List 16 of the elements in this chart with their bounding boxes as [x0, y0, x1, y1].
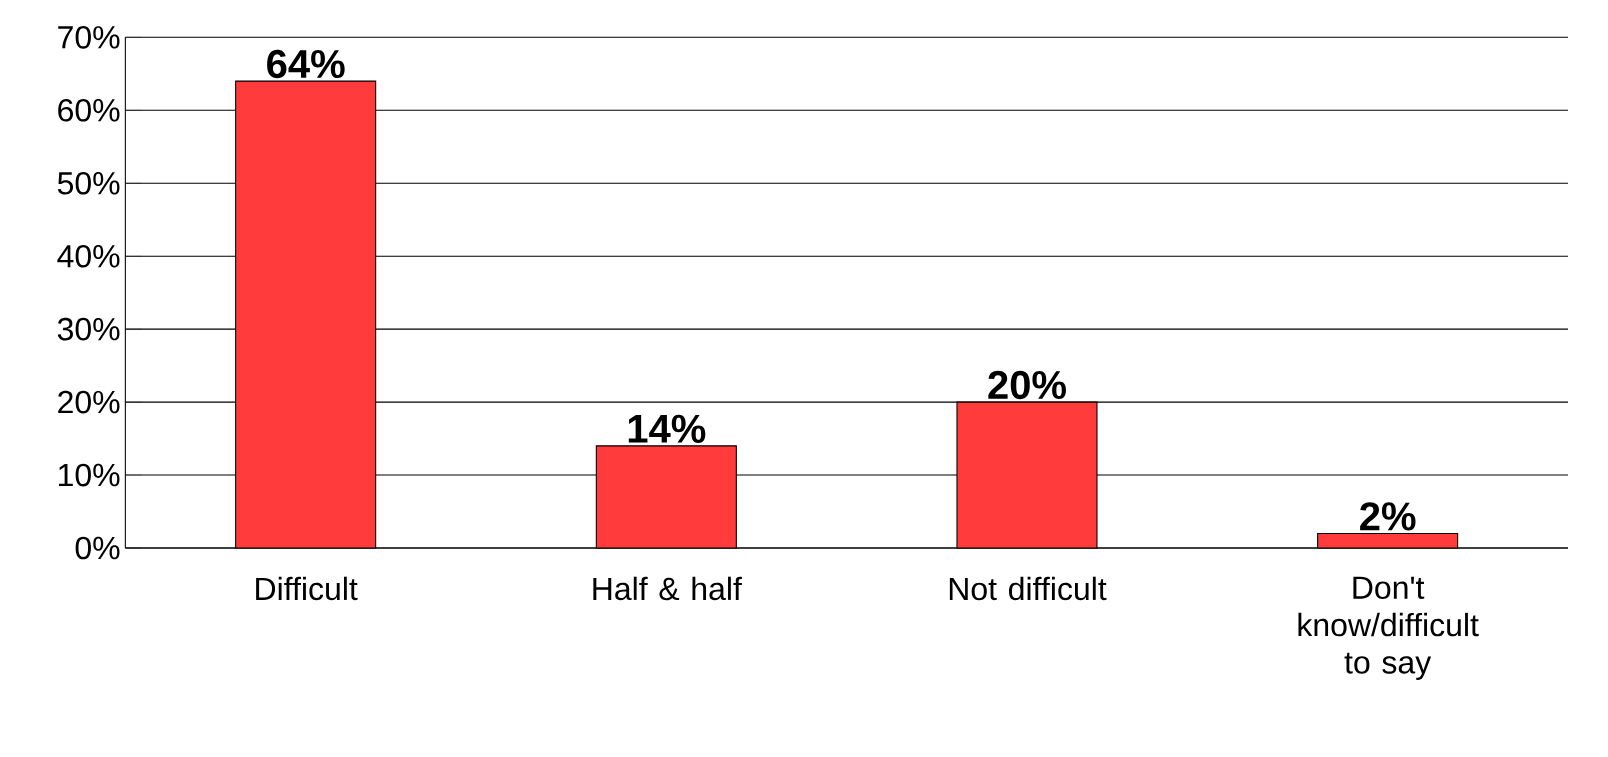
- x-tick-label: Difficult: [256, 576, 358, 601]
- data-label: 2%: [1360, 502, 1416, 531]
- y-tick-label: 0%: [75, 536, 120, 560]
- y-tick-label: 70%: [58, 25, 120, 49]
- y-tick-label: 60%: [58, 98, 120, 122]
- data-label: 20%: [988, 370, 1066, 400]
- x-tick-label: Not difficult: [949, 576, 1107, 601]
- y-tick-label: 10%: [59, 463, 120, 487]
- y-tick-label: 30%: [57, 317, 120, 341]
- x-tick-label: Don't know/difficult to say: [1298, 576, 1479, 680]
- data-label: 14%: [628, 414, 706, 443]
- y-tick-label: 50%: [57, 171, 120, 195]
- y-tick-label: 20%: [58, 390, 120, 414]
- y-tick-label: 40%: [57, 244, 120, 268]
- x-tick-label: Half & half: [593, 576, 742, 601]
- data-label: 64%: [267, 49, 345, 79]
